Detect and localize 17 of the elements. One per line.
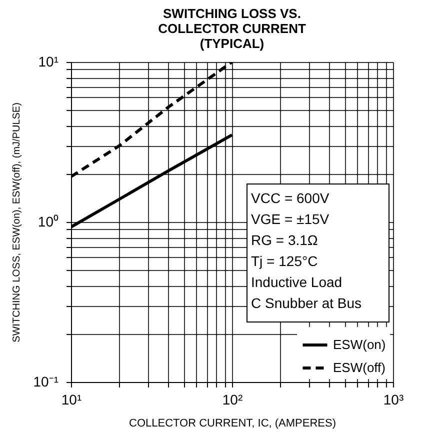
annotation: VCC = 600V [251, 190, 330, 206]
x-axis-title: COLLECTOR CURRENT, IC, (AMPERES) [129, 418, 336, 430]
y-tick-label: 10⁻¹ [33, 374, 59, 390]
legend-label: ESW(off) [333, 360, 386, 375]
annotation: VGE = ±15V [251, 211, 330, 227]
y-tick-label: 10¹ [38, 54, 59, 70]
annotation: C Snubber at Bus [251, 295, 362, 311]
y-axis-title: SWITCHING LOSS, ESW(on), ESW(off), (mJ/PULSE) [11, 102, 22, 342]
x-tick-label: 10³ [383, 392, 404, 408]
annotation: Tj = 125°C [251, 253, 318, 269]
y-tick-label: 10⁰ [38, 214, 58, 230]
legend-label: ESW(on) [333, 337, 386, 352]
annotation: Inductive Load [251, 274, 342, 290]
x-tick-label: 10² [222, 392, 243, 408]
chart-title: SWITCHING LOSS VS. COLLECTOR CURRENT (TYPICAL) [158, 6, 306, 51]
x-tick-label: 10¹ [61, 392, 82, 408]
annotation: RG = 3.1Ω [251, 232, 318, 248]
